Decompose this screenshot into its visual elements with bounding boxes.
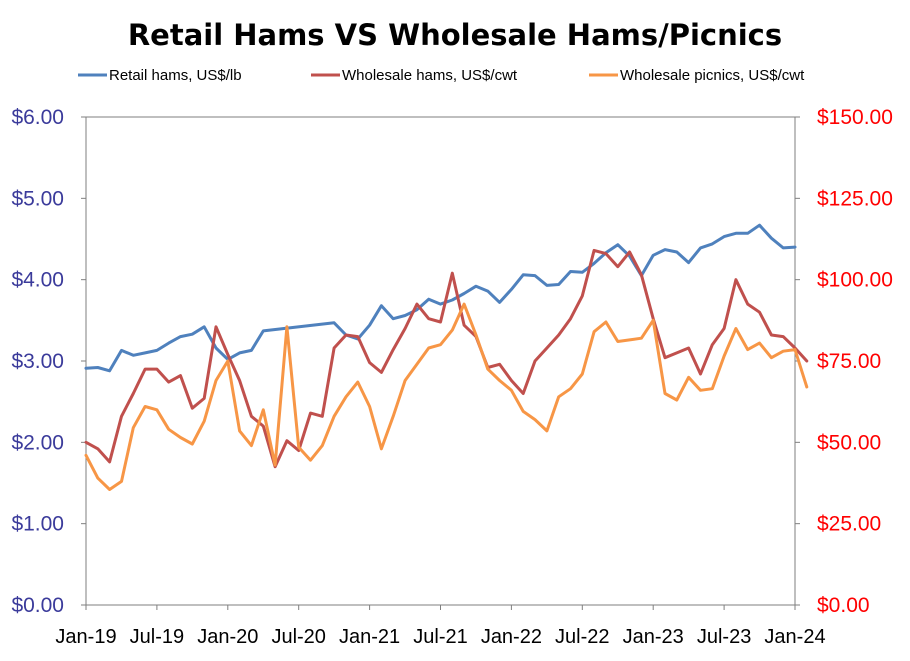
chart-title: Retail Hams VS Wholesale Hams/Picnics xyxy=(128,18,782,52)
series-line-wholesale-picnics xyxy=(84,302,809,491)
y-left-tick-label: $4.00 xyxy=(11,269,64,292)
legend: Retail hams, US$/lb Wholesale hams, US$/… xyxy=(78,67,805,84)
x-tick-label: Jan-24 xyxy=(764,626,825,648)
y-left-tick-label: $2.00 xyxy=(11,431,64,454)
x-tick-label: Jul-23 xyxy=(697,626,751,648)
y-right-tick-label: $25.00 xyxy=(817,513,881,536)
x-tick-label: Jan-21 xyxy=(339,626,400,648)
y-axis-right: $0.00 $25.00 $50.00 $75.00 $100.00 $125.00 $15… xyxy=(795,106,893,617)
y-right-tick-label: $150.00 xyxy=(817,106,893,129)
x-tick-label: Jan-23 xyxy=(623,626,684,648)
y-right-tick-label: $100.00 xyxy=(817,269,893,292)
x-tick-label: Jan-19 xyxy=(55,626,116,648)
x-tick-label: Jul-22 xyxy=(555,626,609,648)
y-left-tick-label: $1.00 xyxy=(11,513,64,536)
x-tick-label: Jul-19 xyxy=(130,626,184,648)
legend-label-wholesale-hams: Wholesale hams, US$/cwt xyxy=(342,67,518,84)
y-axis-left: $0.00 $1.00 $2.00 $3.00 $4.00 $5.00 $6.00 xyxy=(11,106,86,617)
x-tick-label: Jul-21 xyxy=(413,626,467,648)
series-line-wholesale-hams xyxy=(84,248,809,469)
series-lines xyxy=(84,223,809,491)
y-left-tick-label: $5.00 xyxy=(11,187,64,210)
plot-area-border xyxy=(85,116,796,606)
legend-label-retail-hams: Retail hams, US$/lb xyxy=(109,67,242,84)
y-left-tick-label: $6.00 xyxy=(11,106,64,129)
y-right-tick-label: $50.00 xyxy=(817,431,881,454)
x-tick-label: Jan-20 xyxy=(197,626,258,648)
x-axis: Jan-19 Jul-19 Jan-20 Jul-20 Jan-21 Jul-21 Jan-… xyxy=(55,605,826,648)
x-tick-label: Jul-20 xyxy=(271,626,325,648)
y-right-tick-label: $75.00 xyxy=(817,350,881,373)
series-line-retail-hams xyxy=(84,223,797,373)
legend-label-wholesale-picnics: Wholesale picnics, US$/cwt xyxy=(620,67,805,84)
y-left-tick-label: $0.00 xyxy=(11,594,64,617)
y-left-tick-label: $3.00 xyxy=(11,350,64,373)
y-right-tick-label: $0.00 xyxy=(817,594,870,617)
y-right-tick-label: $125.00 xyxy=(817,187,893,210)
x-tick-label: Jan-22 xyxy=(481,626,542,648)
